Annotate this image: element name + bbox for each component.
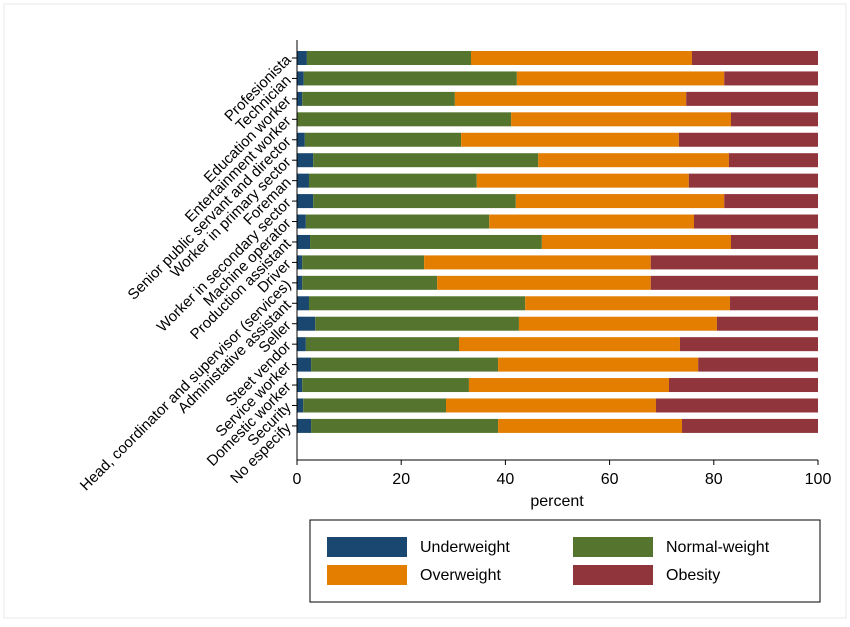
legend-swatch — [327, 537, 407, 557]
bar-segment — [678, 132, 818, 147]
bar-segment — [297, 378, 303, 393]
bar-segment — [541, 234, 731, 249]
bar-segment — [305, 214, 490, 229]
x-axis-label: percent — [530, 493, 584, 510]
bar-segment — [313, 194, 516, 209]
bar-segment — [302, 255, 425, 270]
legend-label: Obesity — [666, 567, 720, 584]
bar-segment — [515, 194, 725, 209]
bar-segment — [297, 357, 312, 372]
bar-segment — [297, 418, 312, 433]
bar-segment — [655, 398, 818, 413]
bar-segment — [459, 337, 680, 352]
bar-segment — [511, 112, 731, 127]
bar-segment — [303, 71, 517, 86]
x-tick-label: 20 — [392, 471, 410, 488]
legend-label: Underweight — [420, 539, 510, 556]
bar-segment — [297, 234, 311, 249]
bar-segment — [730, 112, 818, 127]
legend-swatch — [327, 565, 407, 585]
bar-segment — [668, 378, 818, 393]
bar-segment — [724, 194, 818, 209]
legend-label: Normal-weight — [666, 539, 770, 556]
bar-segment — [297, 296, 309, 311]
bar-segment — [468, 378, 669, 393]
bar-segment — [297, 316, 316, 331]
bar-segment — [516, 71, 725, 86]
bar-segment — [297, 275, 303, 290]
bar-segment — [308, 173, 477, 188]
bar-segment — [650, 255, 818, 270]
x-tick-label: 60 — [601, 471, 619, 488]
bar-segment — [297, 337, 306, 352]
bar-segment — [682, 418, 818, 433]
bar-segment — [698, 357, 818, 372]
x-tick-label: 40 — [497, 471, 515, 488]
bar-segment — [728, 153, 818, 168]
bar-segment — [311, 357, 499, 372]
bar-segment — [297, 132, 305, 147]
x-tick-label: 100 — [805, 471, 832, 488]
legend-swatch — [573, 537, 653, 557]
bar-segment — [311, 418, 499, 433]
bar-segment — [688, 173, 818, 188]
bar-segment — [476, 173, 689, 188]
legend-label: Overweight — [420, 567, 501, 584]
bar-segment — [297, 112, 512, 127]
bar-segment — [305, 337, 460, 352]
x-tick-label: 80 — [705, 471, 723, 488]
bar-segment — [297, 153, 314, 168]
bar-segment — [694, 214, 818, 229]
bar-segment — [730, 234, 818, 249]
bar-segment — [304, 132, 462, 147]
bar-segment — [297, 398, 304, 413]
bar-segment — [297, 194, 314, 209]
bar-segment — [297, 214, 306, 229]
bar-segment — [437, 275, 651, 290]
bar-segment — [716, 316, 818, 331]
bar-segment — [297, 91, 303, 106]
bar-segment — [302, 378, 469, 393]
bar-segment — [313, 153, 539, 168]
background — [3, 3, 847, 619]
bar-segment — [297, 51, 307, 65]
bar-segment — [310, 234, 542, 249]
bar-segment — [724, 71, 818, 86]
bar-segment — [525, 296, 730, 311]
bar-segment — [650, 275, 818, 290]
bar-segment — [691, 51, 818, 65]
bar-segment — [308, 296, 526, 311]
bar-segment — [461, 132, 679, 147]
bar-segment — [729, 296, 818, 311]
bar-segment — [306, 51, 472, 65]
x-tick-label: 0 — [293, 471, 302, 488]
bar-segment — [538, 153, 729, 168]
bar-segment — [498, 357, 699, 372]
bar-segment — [518, 316, 717, 331]
bar-segment — [679, 337, 818, 352]
bar-segment — [471, 51, 692, 65]
bar-segment — [297, 255, 303, 270]
bar-segment — [454, 91, 687, 106]
bar-segment — [297, 71, 304, 86]
legend-swatch — [573, 565, 653, 585]
legend-box — [309, 519, 821, 603]
bar-segment — [498, 418, 683, 433]
bar-segment — [315, 316, 519, 331]
bar-segment — [302, 91, 455, 106]
bar-segment — [303, 398, 447, 413]
bar-segment — [686, 91, 818, 106]
bar-segment — [302, 275, 438, 290]
bar-segment — [446, 398, 656, 413]
bar-segment — [424, 255, 651, 270]
bar-segment — [297, 173, 309, 188]
bar-segment — [489, 214, 695, 229]
